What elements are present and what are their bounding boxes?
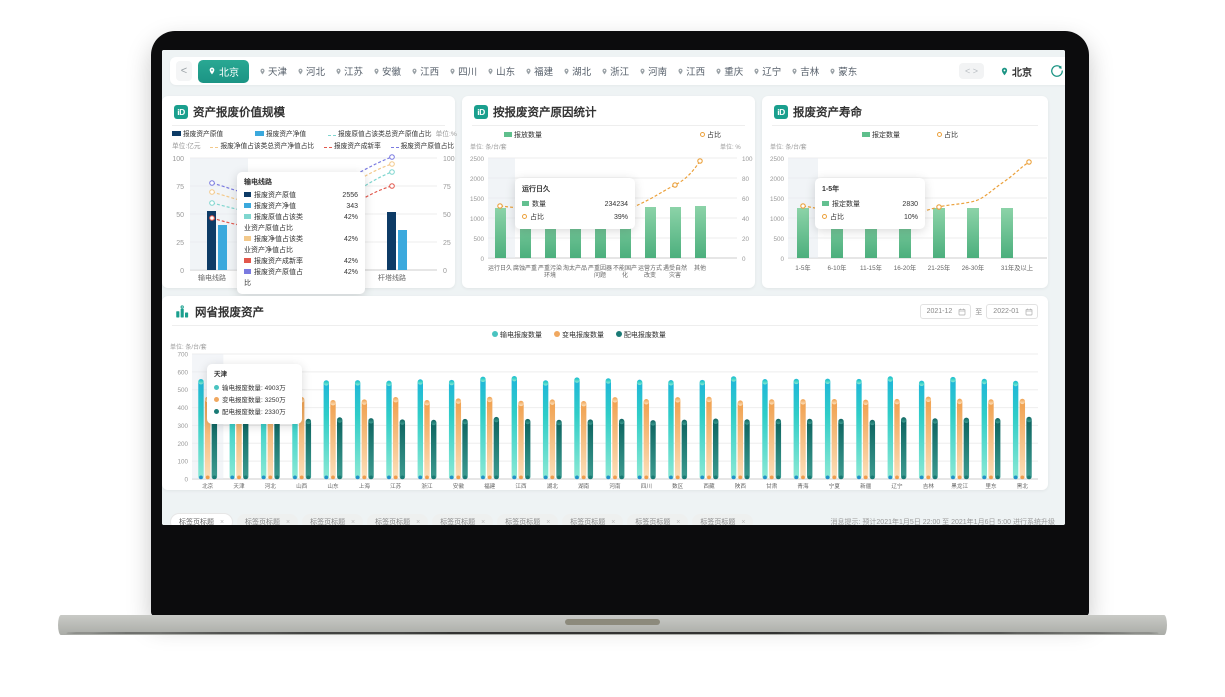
svg-text:黑北: 黑北 <box>1017 482 1029 490</box>
svg-text:淘太产品: 淘太产品 <box>563 264 587 272</box>
svg-text:0: 0 <box>184 477 188 484</box>
svg-text:700: 700 <box>177 352 188 359</box>
svg-text:25: 25 <box>176 240 184 247</box>
svg-text:0: 0 <box>742 256 746 263</box>
svg-text:100: 100 <box>742 156 753 163</box>
svg-text:辽宁: 辽宁 <box>891 482 903 490</box>
svg-text:11-15年: 11-15年 <box>860 263 882 272</box>
svg-text:500: 500 <box>473 236 484 243</box>
svg-text:40: 40 <box>742 216 750 223</box>
svg-text:陕西: 陕西 <box>735 482 747 490</box>
svg-text:2000: 2000 <box>470 176 485 183</box>
svg-text:数区: 数区 <box>672 482 684 490</box>
svg-text:天津: 天津 <box>233 483 245 490</box>
svg-text:25: 25 <box>443 240 451 247</box>
svg-text:60: 60 <box>742 196 750 203</box>
svg-text:50: 50 <box>443 212 451 219</box>
svg-text:甘肃: 甘肃 <box>766 482 778 490</box>
svg-text:500: 500 <box>773 236 784 243</box>
svg-text:吉林: 吉林 <box>923 482 935 490</box>
svg-text:26-30年: 26-30年 <box>962 263 984 272</box>
svg-text:0: 0 <box>780 256 784 263</box>
svg-text:100: 100 <box>177 459 188 466</box>
svg-text:0: 0 <box>180 268 184 275</box>
svg-text:严重污染环境: 严重污染环境 <box>538 264 562 279</box>
svg-text:青海: 青海 <box>797 482 809 490</box>
svg-text:福建: 福建 <box>484 482 496 490</box>
svg-text:100: 100 <box>443 156 455 163</box>
svg-text:其他: 其他 <box>694 264 706 272</box>
svg-text:1500: 1500 <box>770 196 785 203</box>
svg-text:四川: 四川 <box>641 483 652 490</box>
svg-text:100: 100 <box>172 156 184 163</box>
svg-text:6-10年: 6-10年 <box>828 263 847 272</box>
svg-text:运营方式改变: 运营方式改变 <box>638 264 662 279</box>
svg-text:黑龙江: 黑龙江 <box>951 482 968 490</box>
svg-text:上海: 上海 <box>359 482 371 490</box>
svg-text:2000: 2000 <box>770 176 785 183</box>
svg-text:北京: 北京 <box>202 482 214 490</box>
svg-text:山东: 山东 <box>327 482 339 490</box>
svg-text:河南: 河南 <box>609 482 621 490</box>
svg-text:河北: 河北 <box>265 482 277 490</box>
svg-text:遇受自然灾害: 遇受自然灾害 <box>663 264 687 279</box>
svg-text:不能国产化: 不能国产化 <box>613 264 637 279</box>
svg-text:20: 20 <box>742 236 750 243</box>
svg-text:1000: 1000 <box>770 216 785 223</box>
svg-text:31年及以上: 31年及以上 <box>1001 263 1033 272</box>
svg-text:0: 0 <box>480 256 484 263</box>
svg-text:新疆: 新疆 <box>860 482 872 490</box>
svg-text:400: 400 <box>177 405 188 412</box>
svg-text:杆塔线路: 杆塔线路 <box>378 273 406 282</box>
svg-text:江西: 江西 <box>515 483 527 490</box>
svg-text:安徽: 安徽 <box>453 482 465 490</box>
svg-text:里东: 里东 <box>985 482 997 490</box>
svg-text:山西: 山西 <box>296 482 308 490</box>
svg-text:80: 80 <box>742 176 750 183</box>
svg-text:500: 500 <box>177 387 188 394</box>
svg-text:江苏: 江苏 <box>390 482 402 490</box>
svg-text:湖北: 湖北 <box>547 482 559 490</box>
svg-text:75: 75 <box>176 184 184 191</box>
svg-text:1-5年: 1-5年 <box>795 263 810 272</box>
svg-text:宁夏: 宁夏 <box>829 482 841 490</box>
svg-text:输电线路: 输电线路 <box>198 273 226 282</box>
svg-text:腐蚀严重: 腐蚀严重 <box>513 264 537 272</box>
svg-text:2500: 2500 <box>470 156 485 163</box>
svg-text:浙江: 浙江 <box>421 482 433 490</box>
svg-text:50: 50 <box>176 212 184 219</box>
svg-text:2500: 2500 <box>770 156 785 163</box>
svg-text:1500: 1500 <box>470 196 485 203</box>
svg-text:300: 300 <box>177 423 188 430</box>
svg-text:运行日久: 运行日久 <box>488 264 512 272</box>
svg-text:严重因器问题: 严重因器问题 <box>588 264 612 279</box>
svg-text:西藏: 西藏 <box>703 482 715 490</box>
svg-text:75: 75 <box>443 184 451 191</box>
svg-text:600: 600 <box>177 369 188 376</box>
svg-text:16-20年: 16-20年 <box>894 263 916 272</box>
svg-text:200: 200 <box>177 441 188 448</box>
svg-text:21-25年: 21-25年 <box>928 263 950 272</box>
svg-text:1000: 1000 <box>470 216 485 223</box>
svg-text:湖南: 湖南 <box>578 482 590 490</box>
svg-text:0: 0 <box>443 268 447 275</box>
